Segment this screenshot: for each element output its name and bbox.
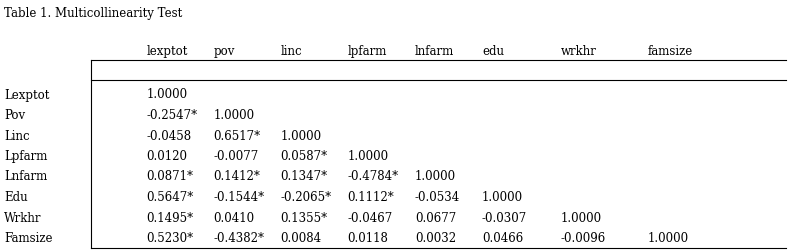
Text: 0.1347*: 0.1347* — [280, 170, 328, 183]
Text: 0.0032: 0.0032 — [415, 232, 456, 245]
Text: 1.0000: 1.0000 — [348, 150, 389, 163]
Text: edu: edu — [482, 45, 504, 58]
Text: wrkhr: wrkhr — [561, 45, 596, 58]
Text: Table 1. Multicollinearity Test: Table 1. Multicollinearity Test — [4, 8, 182, 20]
Text: -0.2547*: -0.2547* — [146, 109, 198, 122]
Text: -0.0467: -0.0467 — [348, 212, 393, 224]
Text: 0.0466: 0.0466 — [482, 232, 523, 245]
Text: 1.0000: 1.0000 — [482, 191, 523, 204]
Text: 0.1412*: 0.1412* — [213, 170, 260, 183]
Text: 0.6517*: 0.6517* — [213, 130, 261, 142]
Text: 0.0871*: 0.0871* — [146, 170, 193, 183]
Text: 1.0000: 1.0000 — [648, 232, 689, 245]
Text: -0.1544*: -0.1544* — [213, 191, 265, 204]
Text: Lnfarm: Lnfarm — [4, 170, 47, 183]
Text: Lexptot: Lexptot — [4, 88, 49, 102]
Text: 0.0677: 0.0677 — [415, 212, 456, 224]
Text: 0.1495*: 0.1495* — [146, 212, 194, 224]
Text: -0.0096: -0.0096 — [561, 232, 606, 245]
Text: 1.0000: 1.0000 — [561, 212, 602, 224]
Text: 1.0000: 1.0000 — [415, 170, 456, 183]
Text: -0.0458: -0.0458 — [146, 130, 191, 142]
Text: 0.0587*: 0.0587* — [280, 150, 328, 163]
Text: -0.0077: -0.0077 — [213, 150, 258, 163]
Text: lnfarm: lnfarm — [415, 45, 454, 58]
Text: lpfarm: lpfarm — [348, 45, 387, 58]
Text: 1.0000: 1.0000 — [146, 88, 187, 102]
Text: 1.0000: 1.0000 — [280, 130, 322, 142]
Text: 0.5230*: 0.5230* — [146, 232, 194, 245]
Text: 0.0084: 0.0084 — [280, 232, 322, 245]
Text: -0.4784*: -0.4784* — [348, 170, 399, 183]
Text: linc: linc — [280, 45, 302, 58]
Text: Linc: Linc — [4, 130, 29, 142]
Text: Pov: Pov — [4, 109, 25, 122]
Text: 1.0000: 1.0000 — [213, 109, 254, 122]
Text: lexptot: lexptot — [146, 45, 187, 58]
Text: -0.2065*: -0.2065* — [280, 191, 332, 204]
Text: 0.0118: 0.0118 — [348, 232, 389, 245]
Text: 0.1355*: 0.1355* — [280, 212, 328, 224]
Text: 0.0410: 0.0410 — [213, 212, 254, 224]
Text: Wrkhr: Wrkhr — [4, 212, 41, 224]
Text: Famsize: Famsize — [4, 232, 52, 245]
Text: 0.5647*: 0.5647* — [146, 191, 194, 204]
Text: pov: pov — [213, 45, 235, 58]
Text: -0.0534: -0.0534 — [415, 191, 460, 204]
Text: famsize: famsize — [648, 45, 693, 58]
Text: Edu: Edu — [4, 191, 28, 204]
Text: -0.4382*: -0.4382* — [213, 232, 265, 245]
Text: 0.1112*: 0.1112* — [348, 191, 394, 204]
Text: 0.0120: 0.0120 — [146, 150, 187, 163]
Text: Lpfarm: Lpfarm — [4, 150, 47, 163]
Text: -0.0307: -0.0307 — [482, 212, 527, 224]
